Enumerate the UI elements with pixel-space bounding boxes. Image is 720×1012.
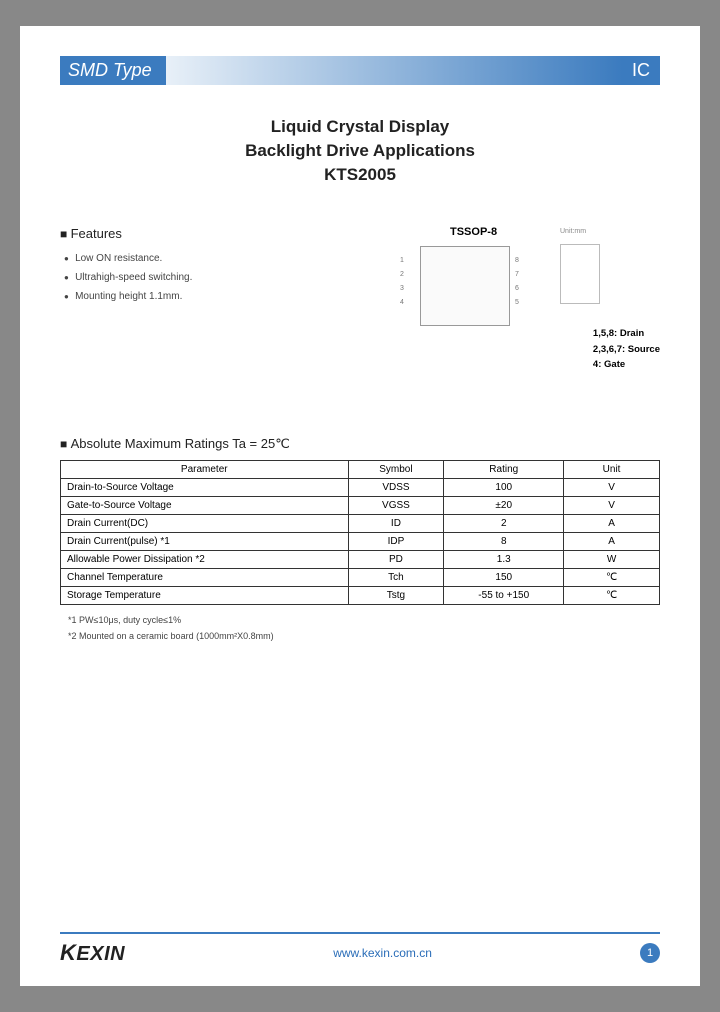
pins-left: 1234 — [400, 254, 404, 310]
cell: Drain Current(pulse) *1 — [61, 533, 349, 551]
page-footer: KEXIN www.kexin.com.cn 1 — [60, 932, 660, 966]
features-list: Low ON resistance. Ultrahigh-speed switc… — [60, 249, 330, 306]
package-label: TSSOP-8 — [450, 226, 497, 238]
ratings-table: Parameter Symbol Rating Unit Drain-to-So… — [60, 460, 660, 605]
package-side-view — [560, 244, 600, 304]
cell: Tch — [348, 569, 444, 587]
page-number: 1 — [640, 943, 660, 963]
features-column: Features Low ON resistance. Ultrahigh-sp… — [60, 226, 330, 396]
title-part-number: KTS2005 — [60, 163, 660, 187]
brand-logo: KEXIN — [60, 940, 125, 966]
cell: Channel Temperature — [61, 569, 349, 587]
table-row: Drain Current(pulse) *1IDP8A — [61, 533, 660, 551]
cell: Drain Current(DC) — [61, 515, 349, 533]
footnote: *2 Mounted on a ceramic board (1000mm²X0… — [68, 629, 660, 644]
pin-name: Drain — [620, 328, 644, 339]
title-line-1: Liquid Crystal Display — [60, 115, 660, 139]
cell: PD — [348, 551, 444, 569]
cell: V — [564, 497, 660, 515]
pin-legend-row: 2,3,6,7: Source — [593, 342, 660, 357]
ratings-section: Absolute Maximum Ratings Ta = 25℃ Parame… — [60, 436, 660, 644]
footnote: *1 PW≤10μs, duty cycle≤1% — [68, 613, 660, 628]
table-row: Drain Current(DC)ID2A — [61, 515, 660, 533]
table-header-row: Parameter Symbol Rating Unit — [61, 461, 660, 479]
header-type: IC — [622, 56, 660, 85]
cell: 1.3 — [444, 551, 564, 569]
datasheet-page: SMD Type IC Liquid Crystal Display Backl… — [20, 26, 700, 986]
table-row: Allowable Power Dissipation *2PD1.3W — [61, 551, 660, 569]
cell: 8 — [444, 533, 564, 551]
header-gradient — [166, 56, 622, 85]
cell: -55 to +150 — [444, 587, 564, 605]
table-row: Channel TemperatureTch150℃ — [61, 569, 660, 587]
features-and-diagram-row: Features Low ON resistance. Ultrahigh-sp… — [60, 226, 660, 396]
footer-url: www.kexin.com.cn — [333, 946, 432, 960]
header-category: SMD Type — [60, 56, 166, 85]
header-bar: SMD Type IC — [60, 56, 660, 85]
cell: Storage Temperature — [61, 587, 349, 605]
cell: V — [564, 479, 660, 497]
pin-legend-row: 4: Gate — [593, 357, 660, 372]
cell: 100 — [444, 479, 564, 497]
cell: ±20 — [444, 497, 564, 515]
pin-legend-row: 1,5,8: Drain — [593, 326, 660, 341]
pin-name: Source — [628, 344, 660, 355]
ratings-heading: Absolute Maximum Ratings Ta = 25℃ — [60, 436, 660, 452]
feature-item: Ultrahigh-speed switching. — [64, 268, 330, 287]
cell: Allowable Power Dissipation *2 — [61, 551, 349, 569]
title-line-2: Backlight Drive Applications — [60, 139, 660, 163]
pin-nums: 1,5,8: — [593, 328, 617, 339]
pin-legend: 1,5,8: Drain 2,3,6,7: Source 4: Gate — [593, 326, 660, 372]
pin-nums: 2,3,6,7: — [593, 344, 625, 355]
package-outline — [420, 246, 510, 326]
feature-item: Low ON resistance. — [64, 249, 330, 268]
cell: A — [564, 533, 660, 551]
cell: 150 — [444, 569, 564, 587]
cell: W — [564, 551, 660, 569]
table-row: Gate-to-Source VoltageVGSS±20V — [61, 497, 660, 515]
pin-nums: 4: — [593, 359, 601, 370]
col-symbol: Symbol — [348, 461, 444, 479]
cell: ℃ — [564, 587, 660, 605]
cell: A — [564, 515, 660, 533]
cell: Drain-to-Source Voltage — [61, 479, 349, 497]
title-block: Liquid Crystal Display Backlight Drive A… — [60, 115, 660, 186]
cell: Tstg — [348, 587, 444, 605]
cell: 2 — [444, 515, 564, 533]
pin-name: Gate — [604, 359, 625, 370]
features-heading: Features — [60, 226, 330, 241]
cell: VGSS — [348, 497, 444, 515]
col-parameter: Parameter — [61, 461, 349, 479]
logo-text: EXIN — [76, 943, 125, 965]
ratings-body: Drain-to-Source VoltageVDSS100V Gate-to-… — [61, 479, 660, 605]
col-rating: Rating — [444, 461, 564, 479]
pins-right: 8765 — [515, 254, 519, 310]
cell: ℃ — [564, 569, 660, 587]
cell: ID — [348, 515, 444, 533]
col-unit: Unit — [564, 461, 660, 479]
unit-label: Unit:mm — [560, 228, 586, 235]
cell: VDSS — [348, 479, 444, 497]
feature-item: Mounting height 1.1mm. — [64, 287, 330, 306]
footnotes: *1 PW≤10μs, duty cycle≤1% *2 Mounted on … — [60, 613, 660, 644]
package-diagram: TSSOP-8 Unit:mm 1234 8765 1,5,8: Drain 2… — [360, 226, 660, 396]
cell: IDP — [348, 533, 444, 551]
table-row: Storage TemperatureTstg-55 to +150℃ — [61, 587, 660, 605]
table-row: Drain-to-Source VoltageVDSS100V — [61, 479, 660, 497]
cell: Gate-to-Source Voltage — [61, 497, 349, 515]
